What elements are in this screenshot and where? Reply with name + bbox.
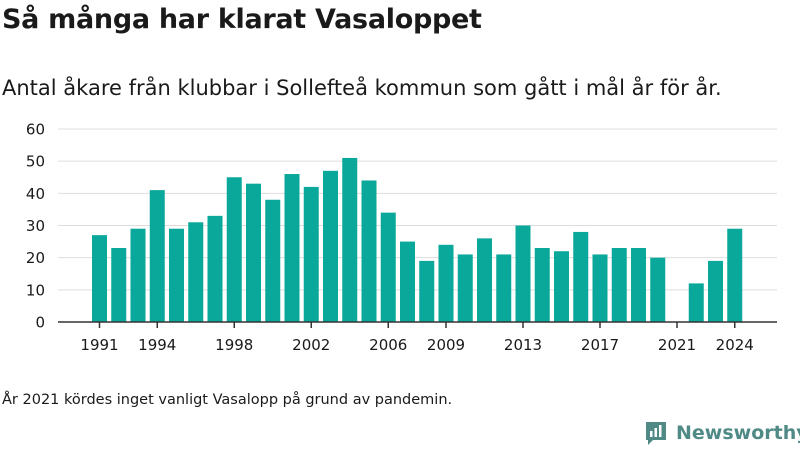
chart-title: Så många har klarat Vasaloppet xyxy=(2,4,482,35)
bar-1998 xyxy=(226,177,242,322)
brand-name: Newsworthy xyxy=(676,422,800,444)
bar-2022 xyxy=(688,283,704,322)
bar-2009 xyxy=(438,244,454,322)
bar-1992 xyxy=(111,248,127,322)
bar-2005 xyxy=(361,180,377,322)
bar-2002 xyxy=(303,186,319,322)
newsworthy-logo[interactable]: Newsworthy xyxy=(644,418,800,448)
x-tick-label: 2013 xyxy=(504,336,542,354)
x-tick-label: 2021 xyxy=(658,336,696,354)
bar-2007 xyxy=(400,241,415,322)
bar-1991 xyxy=(92,235,107,322)
bar-2014 xyxy=(534,248,550,322)
bar-2017 xyxy=(592,254,608,322)
x-axis-ticks: 1991 1994 1998 2002 2006 2009 2013 2017 2021 2024 xyxy=(80,322,754,354)
bar-2019 xyxy=(631,248,646,322)
x-tick-label: 1994 xyxy=(138,336,176,354)
y-tick-label: 60 xyxy=(26,121,45,139)
bar-2008 xyxy=(419,260,435,322)
bar-1999 xyxy=(246,183,261,322)
bar-1993 xyxy=(130,228,146,322)
bar-2016 xyxy=(573,231,589,322)
y-axis-labels: 0 10 20 30 40 50 60 xyxy=(26,121,45,332)
bar-1996 xyxy=(188,222,204,322)
bar-2013 xyxy=(515,225,531,322)
y-tick-label: 0 xyxy=(35,314,45,332)
footnote: År 2021 kördes inget vanligt Vasalopp på… xyxy=(2,392,453,408)
gridlines xyxy=(58,128,777,291)
chart-subtitle: Antal åkare från klubbar i Sollefteå kom… xyxy=(2,76,722,100)
bar-2023 xyxy=(708,260,723,322)
bar-2004 xyxy=(342,157,358,322)
y-tick-label: 10 xyxy=(26,281,45,299)
newsworthy-logo-icon xyxy=(646,422,666,445)
bar-2003 xyxy=(323,170,338,322)
bar-2011 xyxy=(477,238,492,322)
bars xyxy=(92,157,743,322)
x-tick-label: 2017 xyxy=(581,336,619,354)
x-tick-label: 2024 xyxy=(716,336,754,354)
x-tick-label: 2002 xyxy=(292,336,330,354)
y-tick-label: 50 xyxy=(26,153,45,171)
bar-1997 xyxy=(207,215,223,322)
x-tick-label: 2009 xyxy=(427,336,465,354)
y-tick-label: 20 xyxy=(26,249,45,267)
bar-2024 xyxy=(727,228,743,322)
bar-1994 xyxy=(149,190,165,322)
bar-chart: 0 10 20 30 40 50 60 1991 1994 1998 2002 2006 2009 20… xyxy=(26,121,777,354)
bar-2006 xyxy=(380,212,396,322)
bar-2015 xyxy=(554,251,569,322)
x-tick-label: 2006 xyxy=(369,336,407,354)
x-tick-label: 1991 xyxy=(80,336,118,354)
x-tick-label: 1998 xyxy=(215,336,253,354)
y-tick-label: 40 xyxy=(26,185,45,203)
bar-2001 xyxy=(284,174,300,322)
y-tick-label: 30 xyxy=(26,217,45,235)
bar-2012 xyxy=(496,254,512,322)
bar-2010 xyxy=(457,254,473,322)
bar-2020 xyxy=(650,257,666,322)
bar-1995 xyxy=(169,228,184,322)
bar-2018 xyxy=(611,248,627,322)
bar-2000 xyxy=(265,199,281,322)
